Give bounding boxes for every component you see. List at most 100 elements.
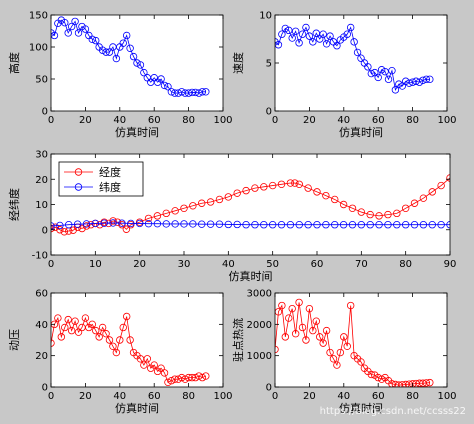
pressure-data-point — [171, 375, 179, 383]
heatflux-data-point — [312, 317, 320, 325]
lonlat-data-point — [304, 220, 312, 229]
lonlat-data-point — [198, 220, 206, 228]
legend-entry-label: 纬度 — [99, 180, 121, 194]
height-y-axis-label: 高度 — [7, 52, 21, 74]
lonlat-series-line — [51, 177, 450, 233]
lonlat-x-tick-label: 10 — [89, 259, 102, 270]
pressure-y-axis-label: 动压 — [8, 329, 21, 351]
pressure-data-point — [64, 315, 72, 324]
speed-y-tick-label: 0 — [266, 107, 272, 118]
pressure-plot-area — [51, 293, 223, 387]
height-y-tick-label: 50 — [35, 75, 48, 86]
lonlat-data-point — [144, 214, 153, 223]
heatflux-data-point — [295, 298, 303, 307]
speed-chart: 0 20 40 60 80 100 0 5 10 仿真时间 速度 — [231, 11, 457, 140]
lonlat-data-point — [260, 220, 268, 229]
pressure-x-tick-label: 80 — [182, 391, 195, 402]
lonlat-data-point — [366, 210, 374, 219]
pressure-x-tick-label: 40 — [113, 391, 126, 402]
lonlat-series-0 — [51, 174, 450, 236]
speed-data-point — [395, 80, 403, 88]
heatflux-data-point — [309, 326, 317, 335]
speed-data-point — [343, 30, 351, 38]
lonlat-data-point — [268, 220, 277, 229]
speed-x-tick-label: 0 — [272, 115, 278, 126]
heatflux-data-point — [319, 339, 327, 347]
lonlat-data-point — [313, 188, 321, 196]
speed-data-point — [316, 35, 324, 43]
height-x-axis-label: 仿真时间 — [115, 125, 159, 139]
height-x-tick-label: 0 — [48, 115, 54, 126]
pressure-x-tick-label: 20 — [79, 391, 92, 402]
lonlat-data-point — [96, 220, 104, 229]
lonlat-data-point — [135, 219, 144, 228]
pressure-data-point — [119, 323, 127, 332]
lonlat-data-point — [180, 204, 188, 212]
height-data-point — [133, 59, 141, 67]
height-data-point — [102, 48, 110, 56]
lonlat-data-point — [322, 191, 330, 200]
speed-data-point — [419, 76, 427, 84]
heatflux-x-tick-label: 100 — [437, 391, 456, 402]
pressure-y-tick-label: 0 — [42, 383, 48, 394]
legend-entry-label: 经度 — [99, 165, 121, 179]
lonlat-data-point — [331, 220, 339, 229]
lonlat-y-tick-label: 10 — [35, 200, 48, 211]
speed-data-point — [377, 66, 386, 74]
heatflux-plot-area — [275, 293, 447, 387]
lonlat-data-point — [251, 220, 259, 229]
speed-series-0 — [275, 23, 434, 94]
height-data-point — [119, 39, 127, 47]
lonlat-data-point — [357, 208, 366, 216]
heatflux-data-point — [346, 301, 355, 310]
lonlat-data-point — [348, 220, 357, 229]
lonlat-data-point — [73, 220, 82, 228]
watermark-text: https://blog.csdn.net/ccsss22 — [320, 406, 466, 417]
speed-data-point — [302, 23, 310, 32]
height-y-tick-label: 100 — [29, 43, 48, 54]
lonlat-data-point — [233, 220, 241, 229]
lonlat-data-point — [127, 219, 135, 228]
height-x-tick-label: 40 — [113, 115, 126, 126]
lonlat-data-point — [251, 184, 259, 192]
lonlat-data-point — [224, 193, 233, 201]
speed-data-point — [278, 30, 286, 38]
height-data-point — [126, 44, 134, 52]
height-data-point — [164, 82, 172, 91]
heatflux-data-point — [288, 304, 296, 313]
lonlat-data-point — [260, 183, 268, 191]
pressure-y-tick-label: 20 — [35, 351, 48, 362]
lonlat-data-point — [180, 220, 188, 228]
lonlat-data-point — [189, 202, 197, 210]
lonlat-x-tick-label: 70 — [355, 259, 368, 270]
height-data-point — [122, 31, 131, 40]
heatflux-axes-frame — [274, 292, 448, 388]
lonlat-data-point — [295, 180, 303, 188]
lonlat-data-point — [242, 186, 250, 195]
pressure-data-point — [150, 361, 158, 369]
lonlat-data-point — [291, 179, 299, 187]
heatflux-data-point — [322, 326, 331, 335]
heatflux-x-tick-label: 0 — [272, 391, 278, 402]
speed-data-point — [333, 42, 341, 50]
pressure-data-point — [98, 323, 107, 332]
speed-data-point — [326, 32, 334, 40]
heatflux-data-point — [377, 375, 386, 383]
height-data-point — [178, 88, 186, 96]
speed-data-point — [391, 86, 400, 94]
height-data-point — [105, 48, 114, 56]
lonlat-data-point — [109, 219, 117, 227]
pressure-data-point — [57, 333, 66, 341]
pressure-data-point — [143, 355, 152, 363]
heatflux-x-tick-label: 20 — [303, 391, 316, 402]
lonlat-data-point — [122, 225, 131, 233]
lonlat-data-point — [295, 220, 303, 229]
heatflux-series-0 — [275, 298, 434, 387]
lonlat-data-point — [304, 184, 312, 192]
lonlat-data-point — [224, 220, 233, 229]
pressure-data-point — [164, 378, 172, 386]
pressure-data-point — [188, 373, 196, 382]
lonlat-data-point — [366, 220, 374, 229]
height-data-point — [157, 75, 165, 83]
pressure-series-line — [51, 316, 206, 383]
